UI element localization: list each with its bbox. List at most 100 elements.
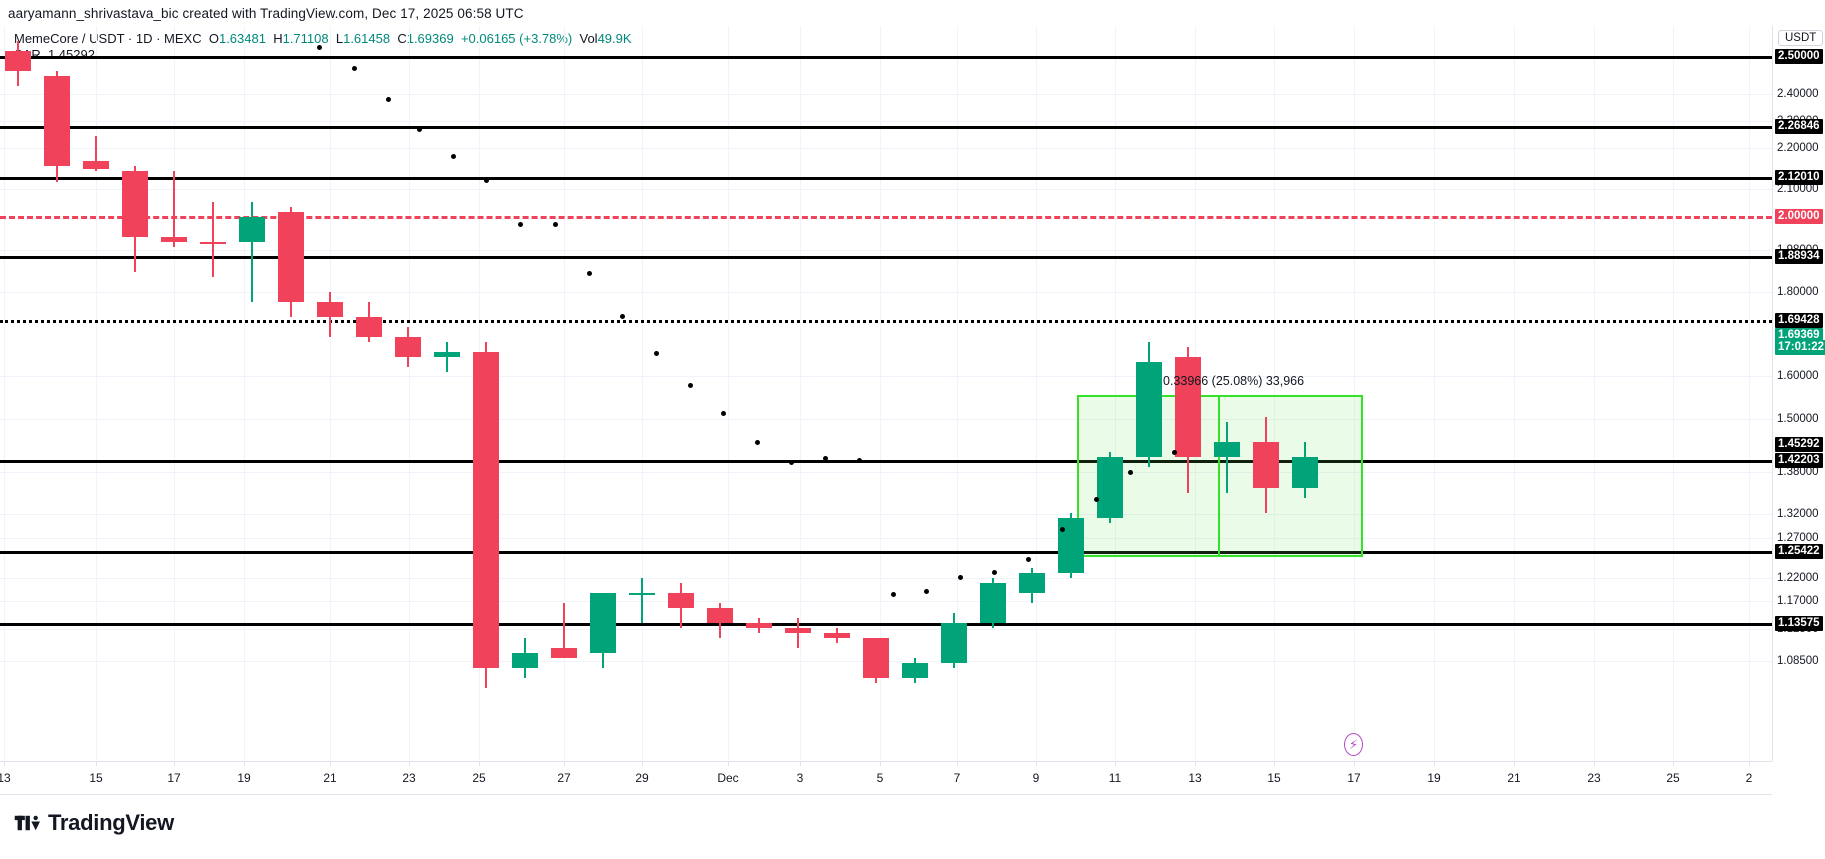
candlestick[interactable] [1136,26,1162,761]
candlestick[interactable] [629,26,655,761]
candle-body [1136,362,1162,458]
price-tag[interactable]: 2.26846 [1775,119,1823,134]
candle-body [1292,457,1318,488]
candle-body [980,582,1006,624]
candlestick[interactable] [1019,26,1045,761]
time-tick-label: 19 [237,771,251,785]
price-tag[interactable]: 2.00000 [1775,209,1823,224]
price-level-line[interactable] [0,320,1772,323]
candle-wick [446,342,448,373]
sar-dot [451,154,456,159]
candlestick[interactable] [512,26,538,761]
candlestick[interactable] [44,26,70,761]
price-axis[interactable]: USDT 2.400002.300002.200002.100001.98000… [1772,26,1825,761]
candlestick[interactable] [902,26,928,761]
candlestick[interactable] [746,26,772,761]
price-level-line[interactable] [0,256,1772,259]
candlestick[interactable] [590,26,616,761]
time-tick-mark [1115,762,1116,766]
candlestick[interactable] [1253,26,1279,761]
legend-volume-label: Vol [579,31,598,46]
price-tick-label: 2.10000 [1777,183,1819,195]
candlestick[interactable] [1175,26,1201,761]
candlestick[interactable] [122,26,148,761]
candlestick[interactable] [83,26,109,761]
vertical-gridline [409,26,410,761]
candlestick[interactable] [278,26,304,761]
candlestick[interactable] [200,26,226,761]
time-tick-label: 11 [1108,771,1122,785]
legend-close-value: 1.69369 [406,31,454,46]
price-tag[interactable]: 17:01:22 [1775,340,1825,355]
price-level-line[interactable] [0,216,1772,219]
price-tag[interactable]: 1.88934 [1775,249,1823,264]
time-tick-mark [800,762,801,766]
chart-plot-area[interactable]: 0.33966 (25.08%) 33,966 [0,26,1772,761]
candlestick[interactable] [785,26,811,761]
candlestick[interactable] [863,26,889,761]
time-tick-mark [728,762,729,766]
candle-wick [251,201,253,302]
vertical-gridline [4,26,5,761]
vertical-gridline [728,26,729,761]
measurement-vertical-line[interactable] [1218,395,1220,557]
price-tick-label: 1.38000 [1777,466,1819,478]
candlestick[interactable] [356,26,382,761]
time-tick-label: 19 [1427,771,1441,785]
price-tag[interactable]: 1.69369 [1775,328,1823,343]
vertical-gridline [1115,26,1116,761]
candlestick[interactable] [317,26,343,761]
candlestick[interactable] [824,26,850,761]
price-tag[interactable]: 1.69428 [1775,313,1823,328]
candlestick[interactable] [707,26,733,761]
time-tick-mark [1673,762,1674,766]
candlestick[interactable] [473,26,499,761]
candlestick[interactable] [980,26,1006,761]
candlestick[interactable] [1058,26,1084,761]
candlestick[interactable] [668,26,694,761]
price-tick-label: 2.20000 [1777,142,1819,154]
time-tick-mark [1749,762,1750,766]
chart-pane[interactable]: 0.33966 (25.08%) 33,966 [0,26,1772,761]
time-tick-mark [1434,762,1435,766]
candlestick[interactable] [1292,26,1318,761]
candlestick[interactable] [161,26,187,761]
price-tag[interactable]: 1.42203 [1775,453,1823,468]
tradingview-logo[interactable]: TradingView [14,810,174,836]
candlestick[interactable] [434,26,460,761]
price-level-line[interactable] [0,126,1772,129]
vertical-gridline [1434,26,1435,761]
vertical-gridline [1354,26,1355,761]
candlestick[interactable] [941,26,967,761]
candlestick[interactable] [1214,26,1240,761]
candlestick[interactable] [239,26,265,761]
time-tick-mark [642,762,643,766]
candle-body [629,592,655,595]
candlestick[interactable] [395,26,421,761]
economic-event-marker-icon[interactable]: ⚡ [1344,733,1363,756]
price-tag[interactable]: 1.25422 [1775,544,1823,559]
candlestick[interactable] [5,26,31,761]
price-level-line[interactable] [0,623,1772,626]
time-tick-mark [1195,762,1196,766]
time-tick-label: 17 [1347,771,1361,785]
tradingview-mark-icon [14,810,40,836]
price-level-line[interactable] [0,56,1772,59]
price-tag[interactable]: 1.13575 [1775,616,1823,631]
price-level-line[interactable] [0,177,1772,180]
time-axis[interactable]: 13 15 17 19 21 23 25 27 29 Dec 3 5 7 9 11 13 15 17 19 21 23 2… [0,761,1772,795]
price-tag[interactable]: 2.12010 [1775,170,1823,185]
candle-body [590,592,616,654]
candle-body [785,628,811,634]
time-tick-label: 5 [876,771,884,785]
legend-interval[interactable]: 1D [135,31,153,46]
currency-badge[interactable]: USDT [1778,30,1824,46]
legend-exchange[interactable]: MEXC [164,31,202,46]
price-tag[interactable]: 2.50000 [1775,49,1823,64]
price-level-line[interactable] [0,460,1772,463]
price-tag[interactable]: 1.45292 [1775,437,1823,452]
price-level-line[interactable] [0,551,1772,554]
candlestick[interactable] [551,26,577,761]
time-tick-mark [479,762,480,766]
candlestick[interactable] [1097,26,1123,761]
